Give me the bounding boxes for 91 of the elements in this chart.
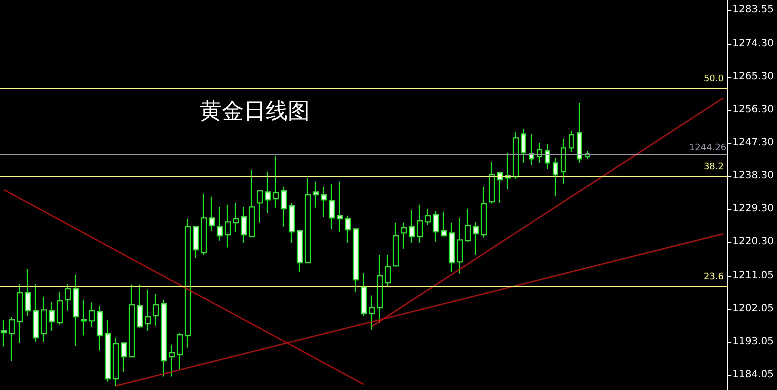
candlestick bbox=[217, 206, 223, 242]
annotation: 23.6 bbox=[704, 272, 724, 282]
candlestick bbox=[273, 156, 279, 208]
candlestick bbox=[145, 289, 151, 332]
candlestick bbox=[169, 344, 175, 378]
candlestick bbox=[465, 208, 471, 242]
candlestick bbox=[241, 206, 247, 244]
candlestick bbox=[281, 186, 287, 228]
candlestick bbox=[65, 284, 71, 312]
y-tick-label: 1256.30 bbox=[732, 104, 774, 116]
candlestick bbox=[521, 128, 526, 164]
y-tick-label: 1184.05 bbox=[732, 369, 774, 380]
candlestick bbox=[369, 295, 375, 330]
candlestick bbox=[81, 299, 87, 336]
y-tick-label: 1238.30 bbox=[732, 170, 774, 182]
ref-line-label: 1244.26 bbox=[689, 144, 727, 154]
candlestick bbox=[577, 102, 582, 164]
y-tick-label: 1265.30 bbox=[732, 71, 774, 82]
candlestick bbox=[481, 186, 487, 238]
candlestick bbox=[9, 316, 15, 362]
candlestick bbox=[489, 162, 495, 204]
y-tick-label: 1202.05 bbox=[732, 303, 774, 314]
candlestick bbox=[113, 337, 119, 386]
candlestick bbox=[497, 171, 503, 204]
candlestick bbox=[513, 131, 519, 180]
candlestick bbox=[257, 190, 263, 224]
candlestick bbox=[233, 202, 239, 233]
candlestick bbox=[385, 254, 391, 288]
y-tick-label: 1229.30 bbox=[732, 203, 774, 214]
candlestick bbox=[121, 342, 127, 373]
y-tick-label: 1193.05 bbox=[732, 336, 774, 348]
candlestick bbox=[73, 274, 79, 347]
candlestick bbox=[545, 144, 550, 170]
candlestick bbox=[129, 284, 135, 358]
candlestick bbox=[377, 254, 383, 324]
annotation: 50.0 bbox=[704, 74, 724, 84]
candlestick bbox=[321, 186, 327, 218]
candlestick bbox=[17, 284, 23, 344]
candlestick bbox=[433, 210, 439, 242]
candlestick bbox=[89, 302, 95, 328]
annotation: 38.2 bbox=[704, 162, 724, 172]
candlestick bbox=[105, 319, 111, 382]
y-tick-label: 1211.05 bbox=[732, 270, 774, 282]
candlestick bbox=[161, 299, 167, 378]
candlestick bbox=[57, 292, 63, 326]
candlestick bbox=[345, 215, 351, 244]
candlestick bbox=[1, 319, 7, 348]
candlestick bbox=[153, 293, 159, 326]
candlestick bbox=[457, 218, 463, 274]
candlestick bbox=[97, 306, 103, 352]
candlestick bbox=[209, 196, 215, 232]
candlestick bbox=[25, 268, 31, 316]
candlestick bbox=[537, 142, 542, 164]
candlestick bbox=[297, 230, 303, 272]
candlestick bbox=[177, 332, 183, 370]
candlestick bbox=[561, 138, 566, 185]
candlestick bbox=[409, 210, 415, 244]
candlestick bbox=[33, 284, 39, 342]
candlestick bbox=[401, 222, 407, 250]
text: 黄金日线图 bbox=[200, 100, 310, 124]
candlestick bbox=[305, 178, 311, 264]
y-tick-label: 1220.30 bbox=[732, 236, 774, 248]
candlestick bbox=[393, 222, 399, 268]
candlestick bbox=[289, 202, 295, 244]
candlestick bbox=[553, 157, 558, 197]
y-tick-label: 1247.30 bbox=[732, 137, 774, 148]
candlestick bbox=[329, 184, 335, 230]
candlestick bbox=[337, 181, 343, 233]
candlestick bbox=[225, 204, 231, 248]
candlestick bbox=[41, 296, 47, 342]
candlestick bbox=[569, 130, 574, 153]
candlestick bbox=[313, 181, 319, 208]
candlestick bbox=[529, 134, 534, 166]
candlestick bbox=[417, 204, 423, 244]
candlestick bbox=[249, 170, 255, 238]
candlestick bbox=[193, 226, 199, 259]
candlestick bbox=[361, 272, 367, 316]
candlestick bbox=[201, 193, 207, 256]
candlestick bbox=[473, 222, 479, 256]
candlestick bbox=[137, 284, 143, 329]
candlestick bbox=[185, 218, 191, 348]
candlestick bbox=[49, 302, 55, 332]
candlestick bbox=[585, 150, 590, 160]
y-tick-label: 1283.55 bbox=[732, 4, 774, 16]
candlestick bbox=[265, 171, 271, 214]
candlestick bbox=[353, 228, 359, 293]
candlestick bbox=[441, 211, 447, 238]
candlestick bbox=[425, 208, 431, 226]
candlestick bbox=[449, 222, 455, 272]
candlestick bbox=[505, 152, 511, 190]
y-tick-label: 1274.30 bbox=[732, 38, 774, 50]
